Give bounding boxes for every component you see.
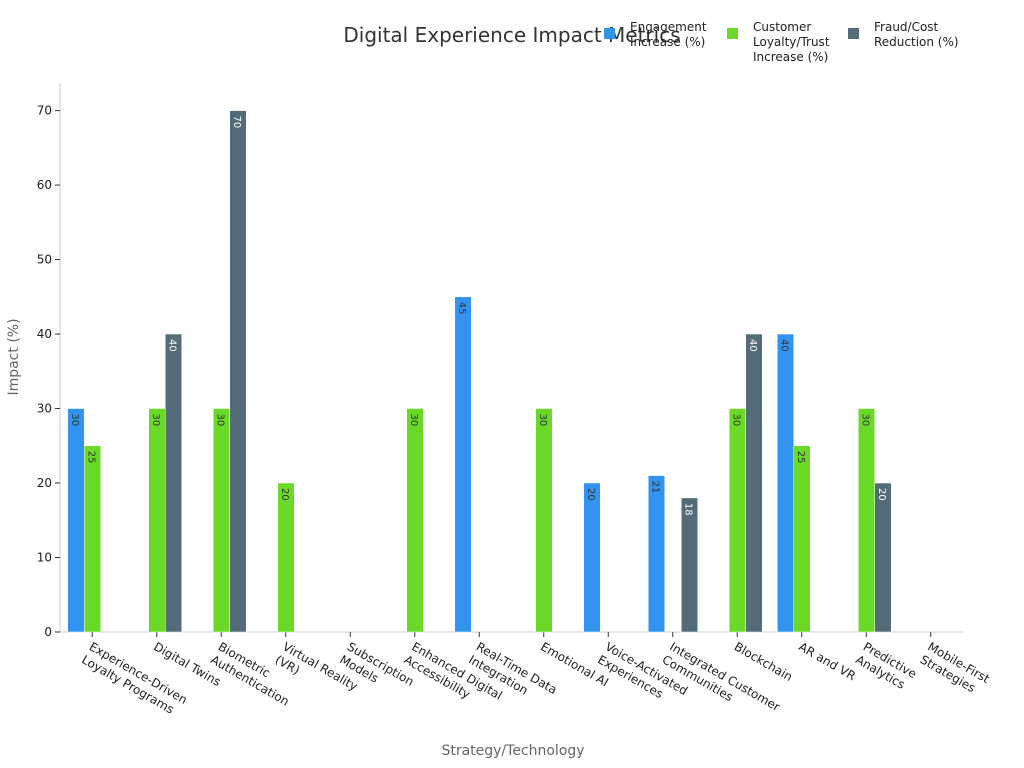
bar: [583, 482, 601, 633]
bar: [84, 445, 101, 633]
legend-swatch: [604, 28, 615, 39]
bar: [648, 475, 665, 633]
value-label: 25: [86, 451, 97, 464]
bar: [229, 110, 247, 633]
bar: [454, 296, 472, 633]
bar: [535, 408, 553, 633]
bar: [729, 408, 746, 633]
bar: [777, 333, 794, 633]
bar: [165, 333, 182, 633]
bar: [681, 497, 698, 633]
y-tick-label: 70: [37, 104, 52, 118]
value-label: 20: [876, 488, 887, 501]
y-tick-label: 0: [44, 625, 52, 639]
x-tick-label: AR and VR: [796, 639, 858, 683]
value-label: 40: [779, 339, 790, 352]
x-tick-label: Mobile-FirstStrategies: [918, 639, 992, 699]
value-label: 30: [150, 414, 161, 427]
value-label: 21: [650, 481, 661, 494]
x-axis-label: Strategy/Technology: [441, 743, 584, 759]
value-label: 70: [231, 116, 242, 129]
y-tick-label: 20: [37, 476, 52, 490]
x-tick-label: PredictiveAnalytics: [853, 639, 919, 694]
value-label: 40: [747, 339, 758, 352]
y-axis-label: Impact (%): [6, 318, 22, 395]
value-label: 45: [456, 302, 467, 315]
legend-swatch: [727, 28, 738, 39]
bar: [67, 408, 85, 633]
bar: [793, 445, 811, 633]
bar: [213, 408, 230, 633]
value-label: 30: [537, 414, 548, 427]
legend-label: Customer Loyalty/Trust Increase (%): [753, 20, 830, 64]
legend-label: Fraud/Cost Reduction (%): [874, 20, 959, 49]
x-tick-label: SubscriptionModels: [337, 639, 416, 701]
value-label: 40: [167, 339, 178, 352]
bar: [406, 408, 424, 633]
y-tick-label: 10: [37, 551, 52, 565]
legend-label: Engagement Increase (%): [630, 20, 707, 49]
legend-swatch: [848, 28, 859, 39]
y-tick-label: 60: [37, 178, 52, 192]
value-label: 20: [279, 488, 290, 501]
value-label: 30: [69, 414, 80, 427]
bar: [874, 482, 892, 633]
y-tick-label: 30: [37, 402, 52, 416]
bar: [277, 482, 295, 633]
value-label: 25: [795, 451, 806, 464]
y-tick-label: 40: [37, 327, 52, 341]
value-label: 30: [215, 414, 226, 427]
value-label: 30: [408, 414, 419, 427]
value-label: 20: [585, 488, 596, 501]
value-label: 30: [860, 414, 871, 427]
bar: [148, 408, 166, 633]
bar: [858, 408, 875, 633]
value-label: 30: [731, 414, 742, 427]
chart-title: Digital Experience Impact Metrics: [343, 23, 680, 47]
value-label: 18: [683, 503, 694, 516]
y-tick-label: 50: [37, 253, 52, 267]
bar: [745, 333, 763, 633]
